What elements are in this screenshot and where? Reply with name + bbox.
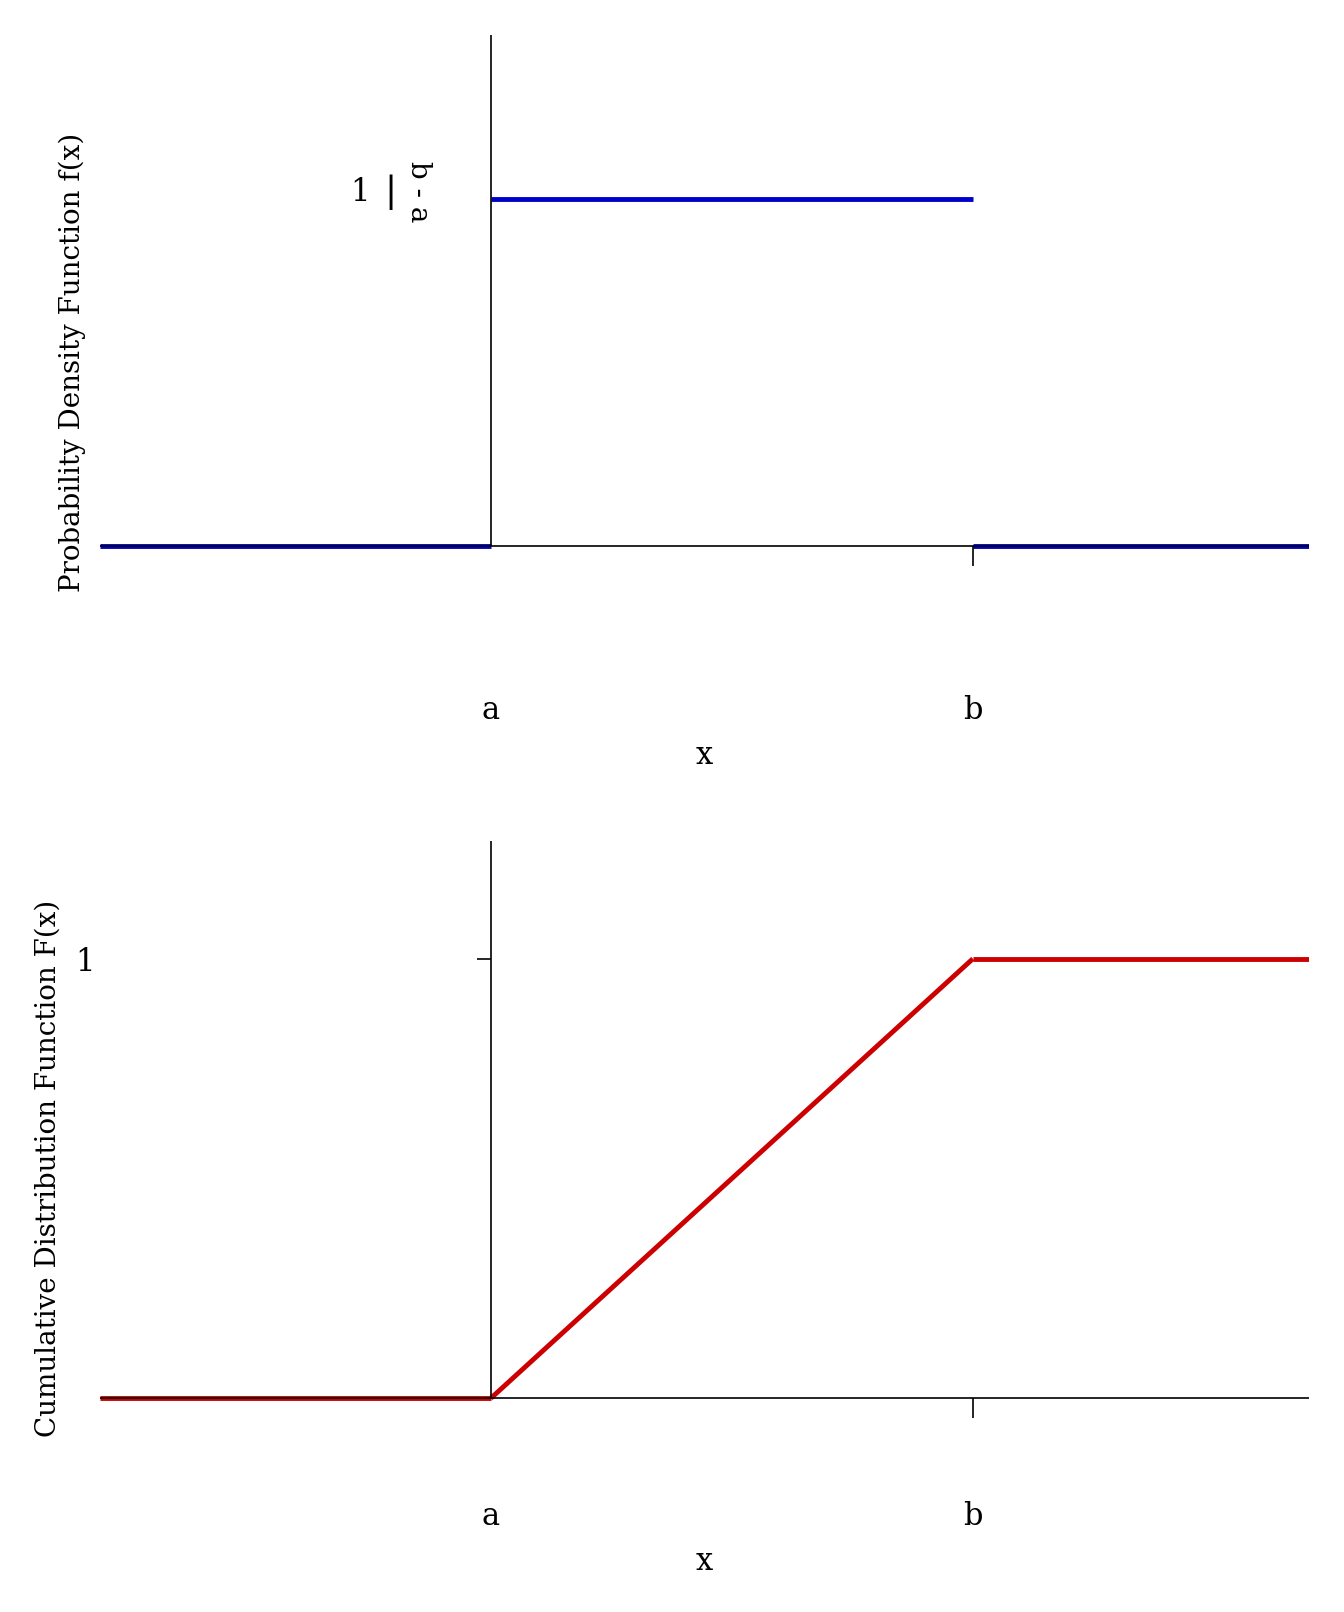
Y-axis label: Probability Density Function f(x): Probability Density Function f(x)	[59, 134, 86, 592]
Text: b - a: b - a	[405, 161, 431, 222]
Y-axis label: Cumulative Distribution Function F(x): Cumulative Distribution Function F(x)	[35, 899, 62, 1438]
Text: |: |	[384, 174, 396, 210]
X-axis label: x: x	[696, 1546, 714, 1577]
X-axis label: x: x	[696, 740, 714, 771]
Text: 1: 1	[351, 177, 370, 208]
